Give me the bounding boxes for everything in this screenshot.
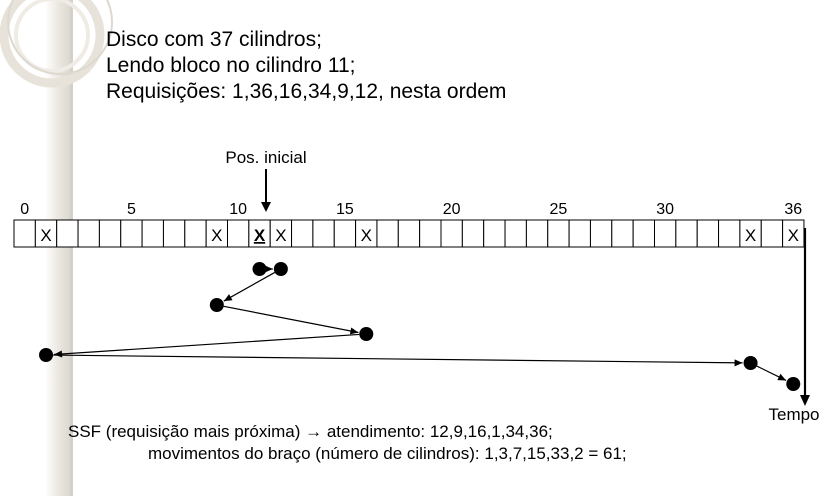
cylinder-cell <box>312 219 335 248</box>
head-position-dot <box>359 327 374 341</box>
head-position-dot <box>743 356 758 370</box>
problem-statement: Disco com 37 cilindros; Lendo bloco no c… <box>106 27 506 105</box>
head-position-dot <box>39 348 54 362</box>
request-mark: X <box>361 226 372 245</box>
movement-arrow-icon <box>734 359 743 367</box>
cylinder-cell <box>483 219 506 248</box>
movement-arrow-icon <box>54 350 63 358</box>
start-cylinder-mark: X <box>254 226 266 245</box>
head-position-dot <box>786 377 801 391</box>
cylinder-cell <box>141 219 164 248</box>
movement-line <box>53 354 743 364</box>
request-mark: X <box>788 226 799 245</box>
start-position-label: Pos. inicial <box>225 148 306 167</box>
cylinder-cell <box>718 219 741 248</box>
movement-line <box>223 305 359 334</box>
cylinder-cell <box>419 219 442 248</box>
cylinder-track <box>13 219 805 248</box>
cylinder-tick-label: 25 <box>550 201 568 218</box>
movement-arrow-icon <box>777 373 787 381</box>
cylinder-cell <box>56 219 79 248</box>
cylinder-tick-labels: 0 5 10 15 20 25 30 36 <box>20 201 802 218</box>
movement-arrow-icon <box>349 327 359 335</box>
cylinder-cell <box>654 219 677 248</box>
request-mark: X <box>745 226 756 245</box>
head-position-dot <box>252 262 267 276</box>
intro-line-1: Disco com 37 cilindros; <box>106 28 322 51</box>
start-position-indicator: Pos. inicial <box>225 148 307 212</box>
request-mark: X <box>275 226 286 245</box>
cylinder-cell <box>760 219 784 248</box>
head-position-dots <box>39 262 801 391</box>
cylinder-cell <box>376 219 399 248</box>
cylinder-cell <box>13 219 36 248</box>
cylinder-tick-label: 15 <box>336 201 354 218</box>
cylinder-tick-label: 20 <box>443 201 461 218</box>
head-movement-path <box>53 265 787 382</box>
intro-line-3: Requisições: 1,36,16,34,9,12, nesta orde… <box>106 80 507 103</box>
cylinder-cell <box>291 219 314 248</box>
summary-line-1: SSF (requisição mais próxima) → atendime… <box>68 422 553 441</box>
cylinder-cell <box>162 219 186 248</box>
movement-line <box>53 333 360 356</box>
cylinder-tick-label: 36 <box>784 201 802 218</box>
result-summary: SSF (requisição mais próxima) → atendime… <box>68 421 627 465</box>
cylinder-cell <box>98 219 122 248</box>
intro-line-2: Lendo bloco no cilindro 11; <box>106 54 356 77</box>
cylinder-cell <box>227 219 250 248</box>
time-axis-label: Tempo <box>768 405 819 424</box>
time-arrow-icon <box>800 395 810 406</box>
slide-decoration-line <box>70 0 73 496</box>
cylinder-cell <box>632 219 656 248</box>
cylinder-cell <box>547 219 570 248</box>
cylinder-tick-label: 5 <box>127 201 136 218</box>
request-marks: X X X X X XX <box>40 226 799 245</box>
cylinder-cell <box>440 219 463 248</box>
cylinder-cell <box>504 219 527 248</box>
cylinder-tick-label: 0 <box>20 201 29 218</box>
cylinder-cell <box>333 219 357 248</box>
cylinder-tick-label: 30 <box>656 201 674 218</box>
cylinder-cell <box>461 219 485 248</box>
time-axis: Tempo <box>768 228 820 424</box>
cylinder-cell <box>589 219 613 248</box>
request-mark: X <box>211 226 222 245</box>
movement-arrow-icon <box>264 265 273 273</box>
decorative-rings-icon <box>0 0 113 88</box>
cylinder-cell <box>77 219 100 248</box>
cylinder-cell <box>184 219 207 248</box>
cylinder-cell <box>397 219 421 248</box>
movement-arrow-icon <box>223 294 233 302</box>
head-position-dot <box>209 298 224 312</box>
head-position-dot <box>273 262 288 276</box>
request-mark: X <box>40 226 51 245</box>
cylinder-cell <box>525 219 549 248</box>
cylinder-cell <box>568 219 591 248</box>
cylinder-cell <box>675 219 698 248</box>
movement-line <box>223 271 276 302</box>
cylinder-cell <box>696 219 720 248</box>
summary-line-2: movimentos do braço (número de cilindros… <box>148 444 627 463</box>
cylinder-cell <box>611 219 634 248</box>
cylinder-cell <box>120 219 143 248</box>
cylinder-tick-label: 10 <box>229 201 247 218</box>
